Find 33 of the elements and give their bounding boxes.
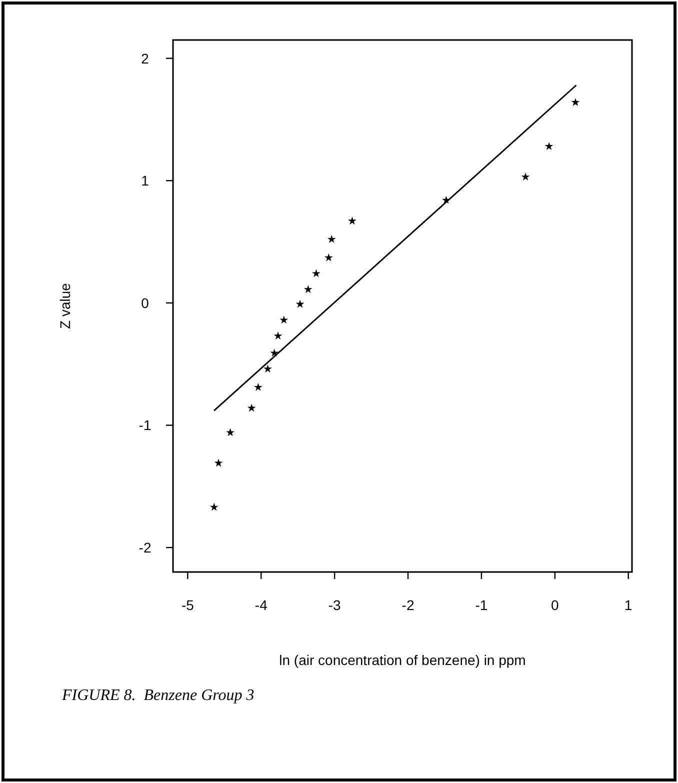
caption: FIGURE 8. Benzene Group 3: [61, 687, 254, 704]
point: [312, 269, 320, 278]
point: [521, 172, 530, 181]
x-tick-label: -5: [181, 597, 194, 613]
x-tick-label: 1: [624, 597, 632, 613]
y-axis-title: Z value: [57, 282, 73, 329]
point: [274, 332, 282, 340]
x-tick-label: -2: [402, 597, 414, 613]
point: [544, 142, 554, 150]
point: [210, 502, 218, 511]
point: [280, 316, 288, 324]
point: [264, 364, 272, 373]
point: [304, 285, 312, 294]
point: [270, 348, 279, 357]
point: [247, 404, 256, 412]
y-tick-label: -2: [138, 539, 152, 556]
y-tick-label: 0: [141, 294, 150, 311]
x-tick-label: -4: [254, 597, 268, 613]
x-tick-label: -1: [475, 597, 488, 613]
y-tick-label: 1: [141, 172, 150, 189]
point: [214, 458, 223, 467]
y-tick-label: 2: [141, 50, 150, 66]
point: [327, 234, 336, 243]
x-axis-title: ln (air concentration of benzene) in ppm: [279, 652, 526, 668]
x-tick-label: -3: [328, 597, 342, 613]
y-tick-label: -1: [138, 417, 152, 434]
point: [324, 253, 333, 262]
point: [226, 428, 234, 436]
x-tick-label: 0: [550, 597, 559, 613]
point: [571, 98, 580, 106]
point: [254, 382, 262, 391]
point: [296, 300, 304, 308]
point: [348, 216, 356, 225]
